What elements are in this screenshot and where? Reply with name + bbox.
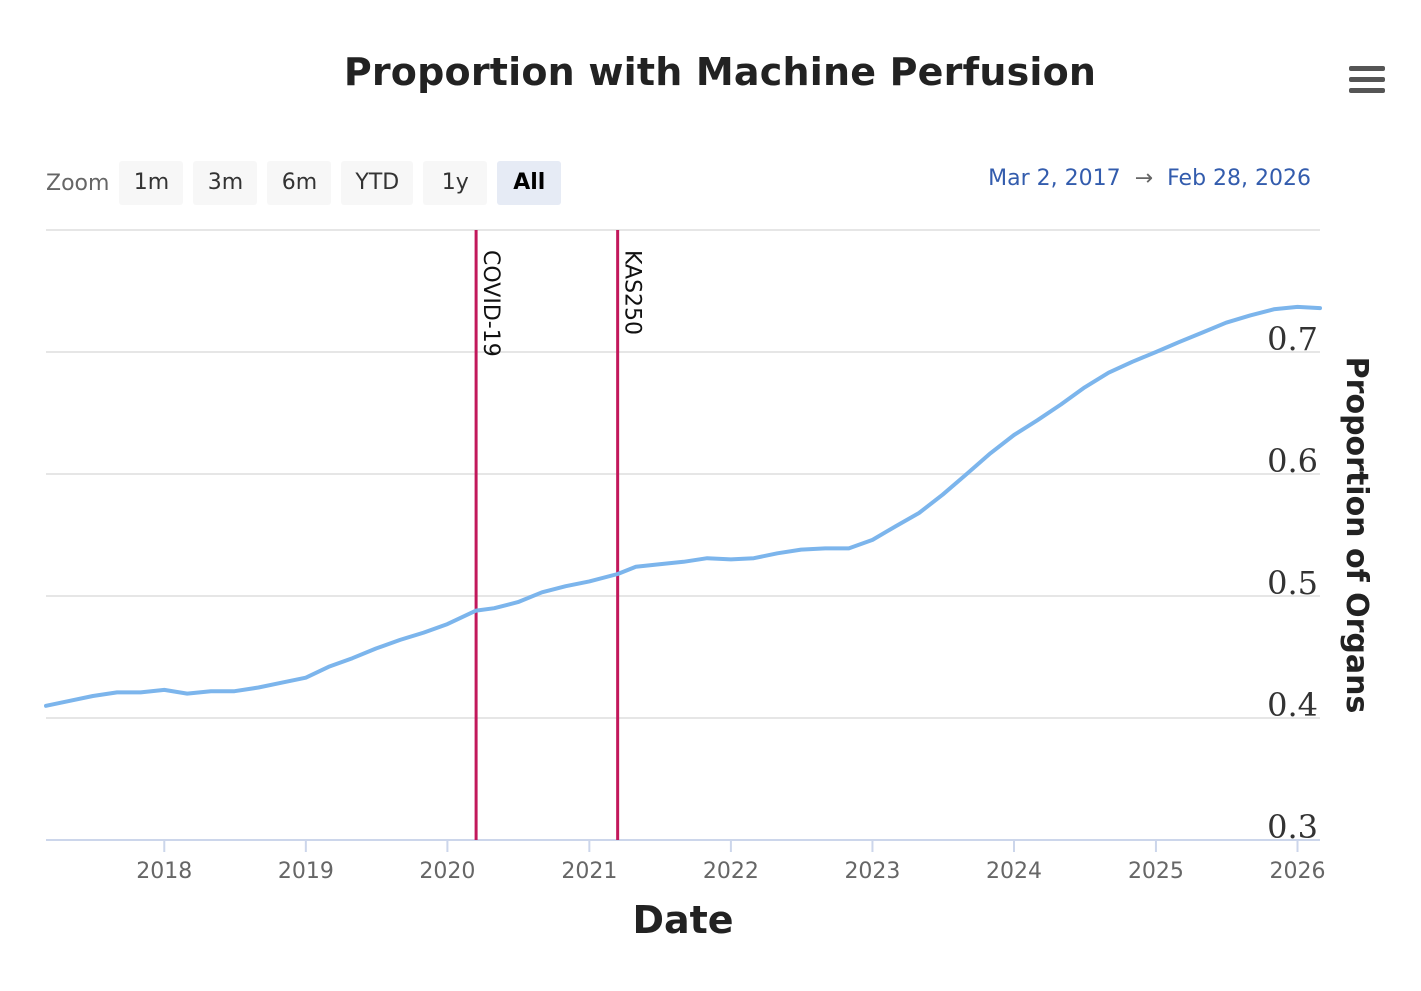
plot-line-label: KAS250	[620, 250, 645, 335]
series-layer	[44, 304, 1322, 708]
zoom-1m-button[interactable]: 1m	[119, 161, 184, 205]
chart-title: Proportion with Machine Perfusion	[343, 50, 1097, 94]
axes: 0.3 0.4 0.5 0.6 0.7 2018 2019 2020 2021 2022 2023 2…	[136, 320, 1325, 884]
y-tick-label: 0.3	[1267, 808, 1318, 846]
x-tick-label: 2019	[278, 859, 334, 884]
x-tick-label: 2022	[703, 859, 759, 884]
x-tick-label: 2024	[986, 859, 1042, 884]
x-tick-label: 2025	[1128, 859, 1184, 884]
zoom-ytd-button[interactable]: YTD	[341, 161, 414, 205]
zoom-toolbar: Zoom 1m 3m 6m YTD 1y All	[46, 160, 571, 206]
y-tick-label: 0.6	[1267, 442, 1318, 480]
zoom-3m-button[interactable]: 3m	[193, 161, 258, 205]
hamburger-menu-icon[interactable]	[1349, 66, 1385, 98]
plot-lines: COVID-19 KAS250	[474, 230, 645, 840]
date-range-display: Mar 2, 2017 → Feb 28, 2026	[988, 166, 1311, 191]
range-to-date[interactable]: Feb 28, 2026	[1167, 166, 1311, 191]
x-tick-label: 2020	[419, 859, 475, 884]
y-tick-label: 0.7	[1267, 320, 1318, 358]
x-tick-label: 2023	[844, 859, 900, 884]
x-tick-label: 2018	[136, 859, 192, 884]
zoom-1y-button[interactable]: 1y	[423, 161, 488, 205]
zoom-all-button[interactable]: All	[497, 161, 562, 205]
zoom-6m-button[interactable]: 6m	[267, 161, 332, 205]
y-tick-label: 0.5	[1267, 564, 1318, 602]
range-arrow-icon: →	[1134, 166, 1154, 191]
y-axis-label: Proportion of Organs	[1339, 357, 1374, 714]
range-from-date[interactable]: Mar 2, 2017	[988, 166, 1121, 191]
x-tick-label: 2026	[1270, 859, 1326, 884]
x-axis-label: Date	[632, 898, 733, 942]
y-tick-label: 0.4	[1267, 686, 1318, 724]
plot-line-label: COVID-19	[478, 250, 503, 357]
x-tick-label: 2021	[561, 859, 617, 884]
zoom-label: Zoom	[46, 170, 110, 196]
grid-lines	[46, 229, 1320, 841]
series-line	[44, 304, 1322, 708]
